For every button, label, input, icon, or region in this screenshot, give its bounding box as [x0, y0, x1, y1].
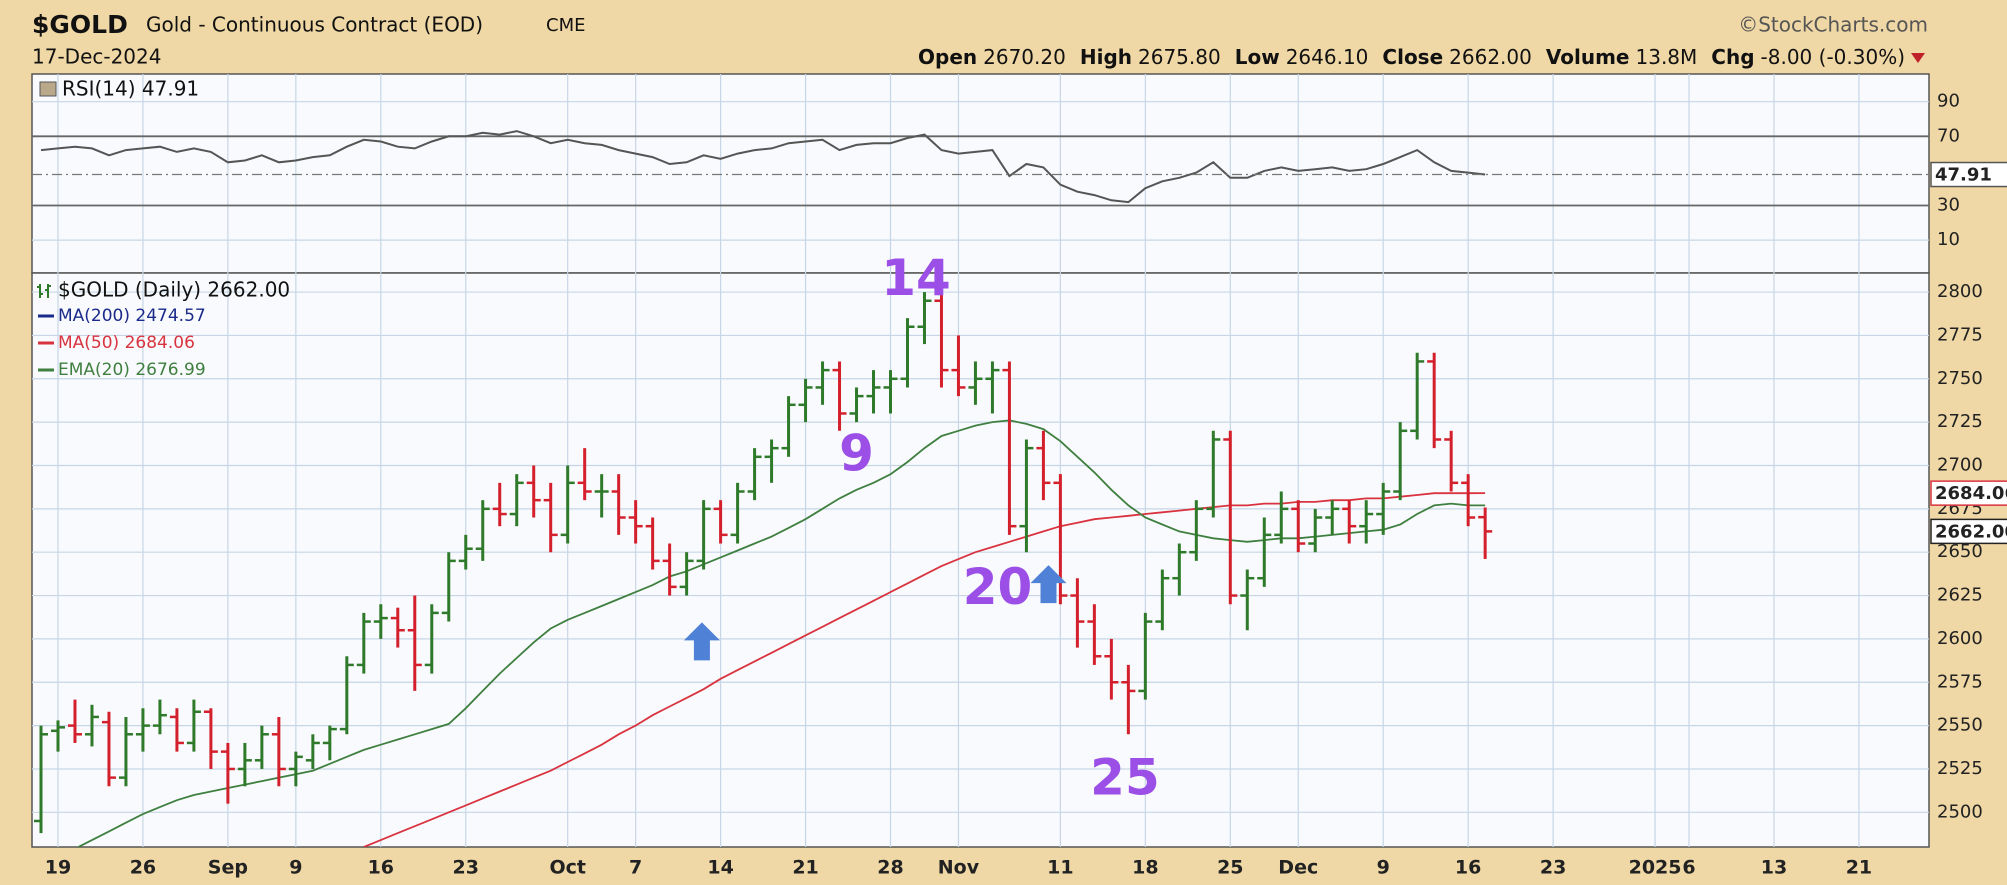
quote-label: Chg: [1711, 45, 1754, 69]
instrument-name: Gold - Continuous Contract (EOD): [146, 13, 483, 37]
value-box-label: 47.91: [1935, 165, 1992, 186]
value-box: [1930, 480, 2007, 506]
quote-value: 2646.10: [1286, 45, 1369, 69]
value-box: [1930, 518, 2007, 545]
y-tick-label: 2625: [1937, 585, 1983, 606]
x-tick-label: 26: [130, 857, 156, 879]
legend-label: RSI(14) 47.91: [62, 77, 199, 101]
x-tick-label: Sep: [208, 857, 248, 879]
y-tick-label: 2650: [1937, 541, 1983, 562]
y-tick-label: 10: [1937, 229, 1960, 250]
legend-icon: [39, 81, 57, 97]
copyright: ©StockCharts.com: [1738, 13, 1928, 37]
legend-label: MA(200) 2474.57: [58, 306, 206, 326]
arrow: [1030, 565, 1067, 604]
value-box: [1930, 161, 2007, 188]
arrow: [683, 622, 720, 661]
x-tick-label: 9: [1377, 857, 1390, 879]
quote-value: 2662.00: [1449, 45, 1532, 69]
symbol: $GOLD: [32, 10, 128, 39]
y-tick-label: 30: [1937, 195, 1960, 216]
quote-value: 2670.20: [983, 45, 1066, 69]
x-tick-label: 28: [877, 857, 903, 879]
quote-label: Volume: [1546, 45, 1630, 69]
annotation: 25: [1090, 749, 1160, 807]
y-tick-label: 2800: [1937, 281, 1983, 302]
y-tick-label: 2750: [1937, 368, 1983, 389]
date: 17-Dec-2024: [32, 45, 161, 69]
y-tick-label: 2500: [1937, 801, 1983, 822]
x-tick-label: Oct: [549, 857, 586, 879]
y-tick-label: 2775: [1937, 324, 1983, 345]
x-tick-label: 23: [453, 857, 479, 879]
x-tick-label: 21: [1846, 857, 1872, 879]
quote-label: High: [1080, 45, 1132, 69]
y-tick-label: 2575: [1937, 671, 1983, 692]
quote-value: -8.00 (-0.30%): [1761, 45, 1905, 69]
quote-value: 2675.80: [1138, 45, 1221, 69]
y-tick-label: 2700: [1937, 454, 1983, 475]
marks: [32, 130, 1929, 847]
quote-label: Low: [1235, 45, 1280, 69]
y-tick-label: 2725: [1937, 411, 1983, 432]
moving-average-line: [76, 419, 1486, 847]
annotation: 14: [881, 249, 951, 307]
legend-icon: [37, 284, 51, 298]
x-tick-label: 2025: [1629, 857, 1682, 879]
legend-label: $GOLD (Daily) 2662.00: [58, 278, 290, 302]
x-tick-label: 21: [792, 857, 818, 879]
x-tick-label: 9: [289, 857, 302, 879]
rsi-panel: [31, 73, 1930, 274]
x-tick-label: 23: [1540, 857, 1566, 879]
exchange: CME: [546, 15, 585, 36]
y-tick-label: 90: [1937, 91, 1960, 112]
quote-label: Close: [1382, 45, 1443, 69]
quote: Open 2670.20 High 2675.80 Low 2646.10 Close 266…: [918, 45, 1905, 69]
legend-label: MA(50) 2684.06: [58, 333, 195, 353]
x-tick-label: 19: [45, 857, 71, 879]
x-tick-label: 16: [1455, 857, 1481, 879]
down-triangle: [1911, 53, 1925, 63]
value-box-label: 2684.06: [1935, 483, 2007, 504]
y-tick-label: 2525: [1937, 758, 1983, 779]
annotation: 20: [963, 558, 1033, 616]
y-tick-label: 2550: [1937, 715, 1983, 736]
x-tick-label: 13: [1761, 857, 1787, 879]
annotation: 9: [839, 424, 874, 482]
x-tick-label: 18: [1132, 857, 1158, 879]
x-tick-label: Nov: [938, 857, 980, 879]
value-box-label: 2662.00: [1935, 521, 2007, 542]
legend-label: EMA(20) 2676.99: [58, 360, 206, 380]
x-tick-label: 6: [1682, 857, 1695, 879]
x-tick-label: 25: [1217, 857, 1243, 879]
x-tick-label: 16: [368, 857, 394, 879]
price-panel: [31, 272, 1930, 848]
y-tick-label: 70: [1937, 125, 1960, 146]
quote-label: Open: [918, 45, 977, 69]
x-tick-label: Dec: [1278, 857, 1318, 879]
rsi-line: [40, 130, 1486, 204]
quote-value: 13.8M: [1636, 45, 1698, 69]
x-tick-label: 7: [629, 857, 642, 879]
x-tick-label: 11: [1047, 857, 1073, 879]
y-tick-label: 2600: [1937, 628, 1983, 649]
x-tick-label: 14: [707, 857, 733, 879]
